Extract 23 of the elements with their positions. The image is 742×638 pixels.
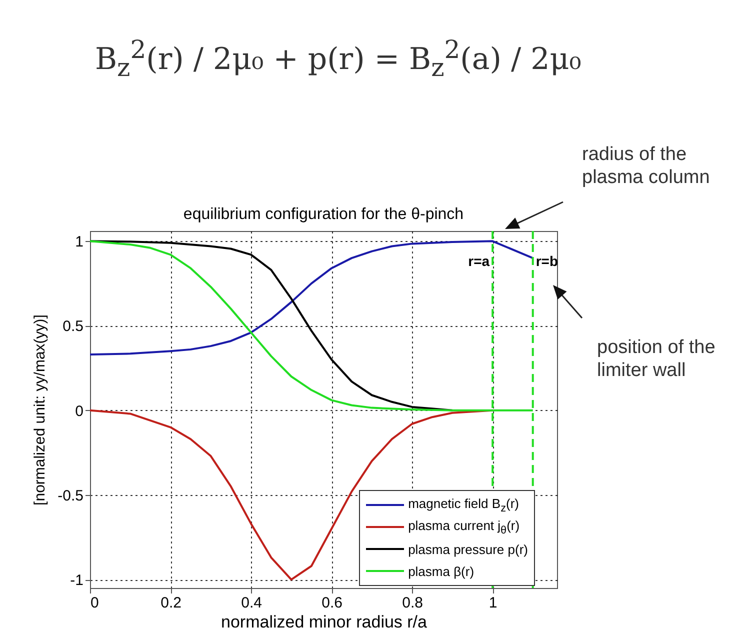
legend-label: plasma β(r) — [408, 564, 474, 578]
legend-label: plasma current j$_{θ}$(r) — [408, 518, 520, 536]
x-tick-label: 0.8 — [402, 594, 423, 612]
x-axis-title: normalized minor radius r/a — [221, 612, 428, 632]
y-tick-label: 0 — [75, 402, 84, 420]
legend-label: magnetic field B$_{z}$(r) — [408, 496, 519, 514]
y-tick-label: -1 — [70, 572, 84, 590]
chart-title: equilibrium configuration for the θ-pinch — [183, 206, 464, 223]
x-tick-label: 1 — [488, 594, 498, 612]
text: position of the limiter wall — [597, 336, 716, 382]
ref-line-label: r=a — [468, 253, 490, 269]
y-tick-label: 0.5 — [62, 318, 84, 336]
y-axis-title: [normalized unit: yy/max(yy)] — [32, 314, 49, 506]
y-tick-label: 1 — [75, 234, 84, 251]
x-tick-label: 0.2 — [160, 594, 182, 612]
x-tick-label: 0 — [90, 594, 99, 612]
text: radius of the plasma column — [582, 143, 711, 189]
y-tick-label: -0.5 — [58, 487, 84, 504]
line-series — [90, 240, 534, 356]
text: B$_{z}$$^{2}$(r) / 2μ₀ + p(r) = B$_{z}$$^{2}$(a) / 2μ₀ — [95, 35, 582, 82]
legend-label: plasma pressure p(r) — [408, 542, 528, 556]
x-tick-label: 0.6 — [322, 594, 342, 612]
x-tick-label: 0.4 — [241, 594, 262, 612]
